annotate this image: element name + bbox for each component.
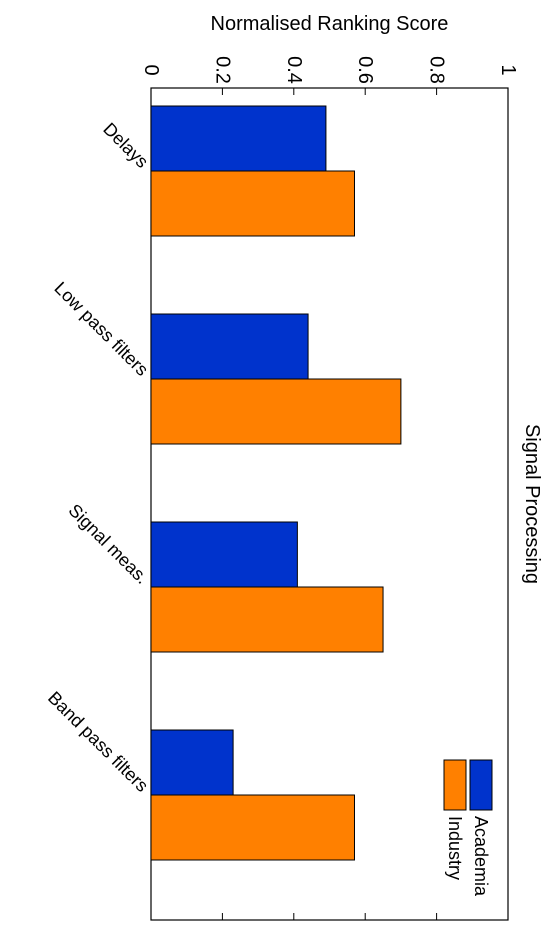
tick-label: 0.6 xyxy=(354,56,376,84)
bar-industry-2 xyxy=(150,378,402,445)
tick-label: 0.2 xyxy=(211,56,233,84)
category-label: Signal meas. xyxy=(65,500,153,588)
plot-frame xyxy=(150,87,509,921)
bar-industry-4 xyxy=(150,794,355,861)
legend: Academia Industry xyxy=(443,759,493,897)
bar-group xyxy=(150,105,402,861)
legend-swatch xyxy=(469,759,493,811)
legend-swatch xyxy=(443,759,467,811)
category-labels: Delays Low pass filters Signal meas. Band p… xyxy=(44,119,152,796)
legend-label: Academia xyxy=(471,816,491,897)
y-axis-label: Normalised Ranking Score xyxy=(211,13,449,35)
plot-area xyxy=(150,87,509,921)
tick-label: 0 xyxy=(140,64,162,75)
bar-industry-3 xyxy=(150,586,384,653)
category-label: Band pass filters xyxy=(44,688,152,796)
category-label: Low pass filters xyxy=(50,278,152,380)
tick-label: 0.8 xyxy=(426,56,448,84)
category-label: Delays xyxy=(99,119,152,172)
bar-industry-1 xyxy=(150,170,355,237)
bar-academia-4 xyxy=(150,729,234,796)
bar-academia-1 xyxy=(150,105,327,172)
tick-group: 0 0.2 0.4 0.6 0.8 1 xyxy=(140,56,519,920)
bar-academia-2 xyxy=(150,313,309,380)
legend-label: Industry xyxy=(445,816,465,880)
tick-label: 0.4 xyxy=(283,56,305,84)
chart-title: Signal Processing xyxy=(521,424,543,584)
tick-label: 1 xyxy=(497,64,519,75)
bar-academia-3 xyxy=(150,521,298,588)
